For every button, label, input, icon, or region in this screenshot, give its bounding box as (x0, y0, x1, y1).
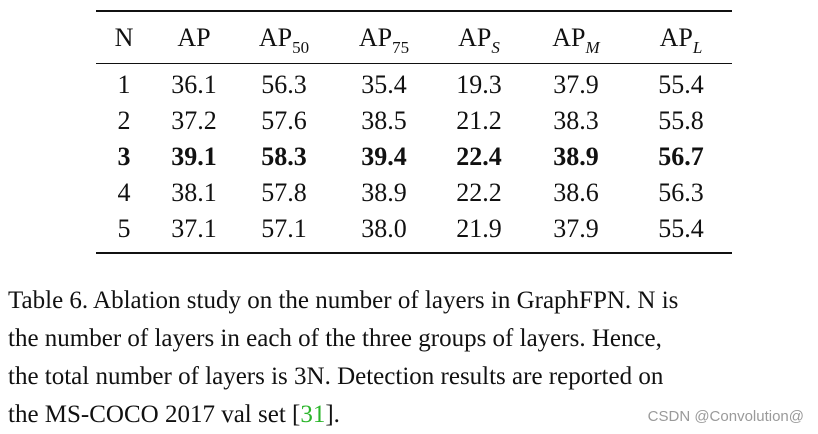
header-ap-medium: APM (552, 23, 600, 57)
table-row: 5 37.1 57.1 38.0 21.9 37.9 55.4 (96, 211, 732, 247)
table-top-rule (96, 10, 732, 12)
table-cell: 56.3 (658, 178, 704, 207)
table-cell: 39.1 (171, 142, 217, 171)
header-ap: AP (177, 23, 211, 52)
table-row: 2 37.2 57.6 38.5 21.2 38.3 55.8 (96, 103, 732, 139)
table-cell: 38.5 (361, 106, 407, 135)
table-header: N AP AP50 AP75 APS APM APL (96, 18, 732, 58)
table-bottom-rule (96, 252, 732, 254)
table-cell: 55.8 (658, 106, 704, 135)
table-row: 4 38.1 57.8 38.9 22.2 38.6 56.3 (96, 175, 732, 211)
header-ap-small: APS (458, 23, 500, 57)
table-cell: 55.4 (658, 70, 704, 99)
table-cell: 55.4 (658, 214, 704, 243)
table-cell: 21.2 (456, 106, 502, 135)
caption-text: the MS-COCO 2017 val set [ (8, 401, 301, 428)
header-ap-large: APL (659, 23, 703, 57)
caption-text: ]. (325, 401, 340, 428)
table-cell: 37.9 (553, 214, 599, 243)
table-caption: Table 6. Ablation study on the number of… (8, 282, 808, 434)
table-cell: 22.2 (456, 178, 502, 207)
table-cell: 19.3 (456, 70, 502, 99)
table-cell: 37.2 (171, 106, 217, 135)
table-cell: 38.1 (171, 178, 217, 207)
table-cell: 56.7 (658, 142, 704, 171)
table-cell: 38.0 (361, 214, 407, 243)
table-cell: 36.1 (171, 70, 217, 99)
table-cell: 1 (117, 70, 131, 99)
table-header-rule (96, 63, 732, 64)
header-row: N AP AP50 AP75 APS APM APL (96, 18, 732, 58)
caption-line: the number of layers in each of the thre… (8, 325, 662, 352)
table-cell: 57.8 (261, 178, 307, 207)
table-cell: 21.9 (456, 214, 502, 243)
table-cell: 4 (117, 178, 131, 207)
table-cell: 5 (117, 214, 131, 243)
table-cell: 2 (117, 106, 131, 135)
table-row-best: 3 39.1 58.3 39.4 22.4 38.9 56.7 (96, 139, 732, 175)
table-row: 1 36.1 56.3 35.4 19.3 37.9 55.4 (96, 67, 732, 103)
table-cell: 3 (117, 142, 131, 171)
header-n: N (114, 23, 134, 52)
watermark: CSDN @Convolution@ (647, 408, 804, 425)
table-cell: 37.1 (171, 214, 217, 243)
table-cell: 56.3 (261, 70, 307, 99)
table-cell: 38.6 (553, 178, 599, 207)
caption-line: the total number of layers is 3N. Detect… (8, 363, 664, 390)
table-body: 1 36.1 56.3 35.4 19.3 37.9 55.4 2 37.2 5… (96, 67, 732, 247)
header-ap50: AP50 (258, 23, 310, 57)
table-cell: 58.3 (261, 142, 307, 171)
table-cell: 57.6 (261, 106, 307, 135)
caption-line: the MS-COCO 2017 val set [31]. (8, 396, 808, 434)
table-cell: 39.4 (361, 142, 407, 171)
table-cell: 38.9 (361, 178, 407, 207)
table-cell: 35.4 (361, 70, 407, 99)
header-ap75: AP75 (358, 23, 410, 57)
table-cell: 37.9 (553, 70, 599, 99)
table-cell: 57.1 (261, 214, 307, 243)
table-cell: 38.3 (553, 106, 599, 135)
citation-link[interactable]: 31 (300, 401, 326, 428)
table-cell: 38.9 (553, 142, 599, 171)
table-cell: 22.4 (456, 142, 502, 171)
caption-line: Table 6. Ablation study on the number of… (8, 287, 679, 314)
